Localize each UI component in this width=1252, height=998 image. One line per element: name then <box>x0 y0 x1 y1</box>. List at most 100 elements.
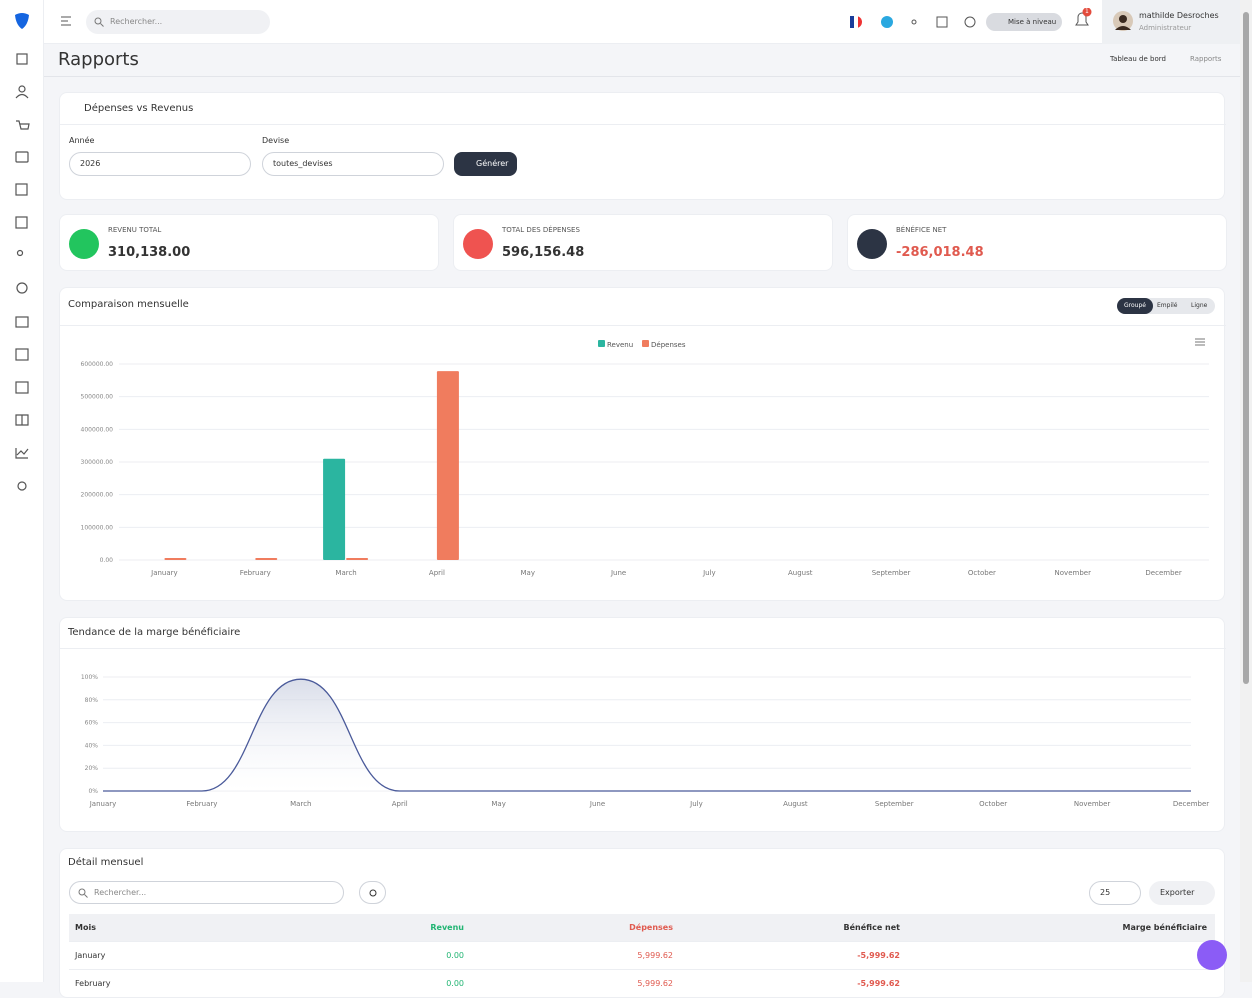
bar <box>346 558 368 560</box>
stat-card: REVENU TOTAL 310,138.00 <box>59 214 439 271</box>
x-tick-label: August <box>788 569 813 577</box>
stat-card: TOTAL DES DÉPENSES 596,156.48 <box>453 214 833 271</box>
y-tick-label: 60% <box>85 720 99 727</box>
x-tick-label: January <box>150 569 178 577</box>
user-menu[interactable]: mathilde Desroches Administrateur <box>1102 0 1240 44</box>
bar <box>164 558 186 560</box>
row-divider <box>69 969 1215 970</box>
x-tick-label: April <box>392 800 408 808</box>
y-tick-label: 20% <box>85 765 99 772</box>
y-tick-label: 100000.00 <box>81 524 114 531</box>
column-header: Dépenses <box>629 923 673 932</box>
stat-icon <box>463 229 493 259</box>
column-header: Mois <box>75 923 96 932</box>
currency-label: Devise <box>262 136 289 145</box>
x-tick-label: May <box>491 800 505 808</box>
notification-icon[interactable] <box>1072 8 1094 32</box>
legend-swatch <box>642 340 649 347</box>
stat-label: BÉNÉFICE NET <box>896 226 946 234</box>
x-tick-label: December <box>1145 569 1181 577</box>
export-button[interactable]: Exporter <box>1149 881 1215 905</box>
y-tick-label: 40% <box>85 742 99 749</box>
breadcrumb-link[interactable]: Tableau de bord <box>1110 55 1166 63</box>
x-tick-label: July <box>689 800 703 808</box>
legend-label[interactable]: Dépenses <box>651 341 686 349</box>
stat-label: TOTAL DES DÉPENSES <box>502 226 580 234</box>
x-tick-label: August <box>783 800 808 808</box>
y-tick-label: 300000.00 <box>81 459 114 466</box>
y-tick-label: 80% <box>85 697 99 704</box>
y-tick-label: 0% <box>88 788 98 795</box>
search-placeholder: Rechercher... <box>110 17 162 26</box>
x-tick-label: June <box>610 569 626 577</box>
column-header: Revenu <box>430 923 464 932</box>
generate-button[interactable]: Générer <box>454 152 517 176</box>
table-cell: 5,999.62 <box>637 951 673 960</box>
stat-value: -286,018.48 <box>896 245 984 260</box>
stat-value: 596,156.48 <box>502 245 584 260</box>
x-tick-label: May <box>521 569 535 577</box>
table-cell: 5,999.62 <box>637 979 673 988</box>
x-tick-label: December <box>1173 800 1209 808</box>
menu-toggle[interactable] <box>59 14 73 28</box>
breadcrumb-current: Rapports <box>1190 55 1221 63</box>
user-role: Administrateur <box>1139 24 1191 32</box>
page-size: 25 <box>1100 888 1110 897</box>
chat-button[interactable] <box>1197 940 1227 970</box>
x-tick-label: October <box>968 569 996 577</box>
table-cell: -5,999.62 <box>857 951 900 960</box>
line-chart-card: Tendance de la marge bénéficiaire 0%20%4… <box>59 617 1225 832</box>
filters-title: Dépenses vs Revenus <box>84 103 193 114</box>
scrollbar[interactable] <box>1240 0 1252 982</box>
x-tick-label: January <box>89 800 117 808</box>
table-search-placeholder: Rechercher... <box>94 888 146 897</box>
sidebar <box>0 0 44 982</box>
table-cell: 0.00 <box>446 951 464 960</box>
bar <box>437 371 459 560</box>
upgrade-button[interactable]: Mise à niveau <box>986 13 1062 31</box>
stat-label: REVENU TOTAL <box>108 226 161 234</box>
refresh-button[interactable] <box>359 881 386 904</box>
table-search[interactable]: Rechercher... <box>69 881 344 904</box>
y-tick-label: 500000.00 <box>81 394 114 401</box>
notification-count: 1 <box>1085 8 1089 15</box>
currency-select[interactable]: toutes_devises <box>262 152 444 176</box>
x-tick-label: June <box>589 800 605 808</box>
line-area <box>103 679 1191 791</box>
top-bar: Rechercher... Mise à niveau 1 mathilde D… <box>44 0 1240 44</box>
y-tick-label: 200000.00 <box>81 492 114 499</box>
x-tick-label: October <box>979 800 1007 808</box>
search-box[interactable]: Rechercher... <box>86 10 270 34</box>
bar-chart: 0.00100000.00200000.00300000.00400000.00… <box>60 288 1224 600</box>
stat-icon <box>69 229 99 259</box>
sidebar-icons <box>0 0 44 500</box>
page-title: Rapports <box>58 49 139 70</box>
stat-icon <box>857 229 887 259</box>
table-cell: 0.00 <box>446 979 464 988</box>
column-header: Marge bénéficiaire <box>1123 923 1207 932</box>
x-tick-label: November <box>1055 569 1092 577</box>
stat-value: 310,138.00 <box>108 245 190 260</box>
page-size-select[interactable]: 25 <box>1089 881 1141 905</box>
x-tick-label: February <box>186 800 217 808</box>
x-tick-label: November <box>1074 800 1111 808</box>
table-card: Détail mensuel Rechercher... 25 Exporter… <box>59 848 1225 998</box>
table-cell: February <box>75 979 110 988</box>
generate-label: Générer <box>476 159 508 168</box>
x-tick-label: September <box>872 569 911 577</box>
x-tick-label: July <box>702 569 716 577</box>
year-select[interactable]: 2026 <box>69 152 251 176</box>
chart-menu[interactable] <box>1195 339 1205 345</box>
filters-card: Dépenses vs Revenus Année 2026 Devise to… <box>59 92 1225 200</box>
currency-value: toutes_devises <box>273 159 333 168</box>
divider <box>44 76 1240 77</box>
legend-label[interactable]: Revenu <box>607 341 633 349</box>
upgrade-label: Mise à niveau <box>1008 18 1056 26</box>
table-cell: January <box>75 951 105 960</box>
y-tick-label: 100% <box>81 674 98 681</box>
bar <box>255 558 277 560</box>
export-label: Exporter <box>1160 888 1194 897</box>
y-tick-label: 600000.00 <box>81 361 114 368</box>
year-label: Année <box>69 136 94 145</box>
